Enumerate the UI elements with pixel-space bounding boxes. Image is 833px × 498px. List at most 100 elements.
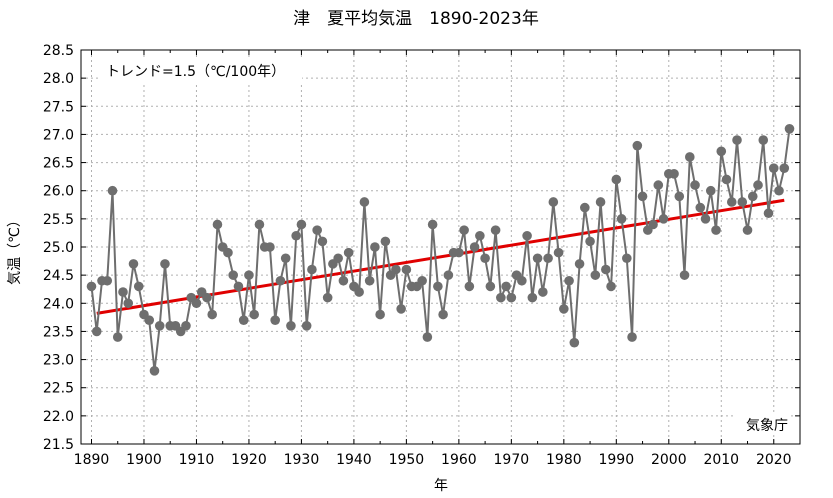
trend-annotation: トレンド=1.5（℃/100年） xyxy=(106,64,285,80)
x-tick-label: 1990 xyxy=(598,452,634,468)
data-point xyxy=(553,247,564,258)
y-tick-label: 22.0 xyxy=(43,409,74,425)
data-point xyxy=(726,197,737,207)
data-point xyxy=(343,247,354,258)
data-point xyxy=(543,253,553,264)
data-point xyxy=(249,309,259,320)
x-axis-label: 年 xyxy=(434,478,448,494)
y-tick-label: 28.5 xyxy=(43,43,74,59)
data-point xyxy=(742,225,753,235)
data-point xyxy=(559,304,569,314)
data-point xyxy=(454,247,464,258)
data-point xyxy=(296,219,307,230)
y-tick-label: 27.0 xyxy=(43,127,74,143)
data-point xyxy=(585,236,595,247)
data-point xyxy=(538,287,548,297)
data-point xyxy=(768,163,779,173)
data-point xyxy=(648,219,658,230)
data-point xyxy=(590,270,601,280)
x-tick-label: 1980 xyxy=(546,452,582,468)
data-point xyxy=(784,124,795,134)
data-point xyxy=(102,275,113,286)
data-point xyxy=(433,281,443,292)
data-point xyxy=(322,292,333,303)
y-tick-label: 22.5 xyxy=(43,381,74,397)
data-point xyxy=(611,174,622,185)
data-point xyxy=(270,315,280,325)
data-point xyxy=(244,270,254,280)
plot-frame xyxy=(80,49,801,445)
x-tick-label: 1930 xyxy=(284,452,320,468)
data-point xyxy=(732,135,742,145)
data-point xyxy=(160,259,170,269)
data-point xyxy=(779,163,790,173)
trend-layer xyxy=(96,198,785,315)
data-point xyxy=(364,275,375,286)
source-label: 気象庁 xyxy=(746,418,788,434)
data-point xyxy=(674,191,685,202)
data-point xyxy=(86,281,97,292)
data-point xyxy=(396,304,406,314)
data-point xyxy=(238,315,249,325)
x-tick-label: 1890 xyxy=(74,452,110,468)
data-point xyxy=(380,236,391,247)
source-label-background xyxy=(735,413,791,435)
data-point xyxy=(359,197,370,207)
x-tick-label: 1950 xyxy=(389,452,425,468)
x-tick-label: 1900 xyxy=(126,452,162,468)
y-tick-label: 23.5 xyxy=(43,324,74,340)
data-point xyxy=(627,332,637,342)
data-point xyxy=(228,270,238,280)
y-tick-label: 21.5 xyxy=(43,437,74,453)
data-point xyxy=(695,202,706,213)
x-tick-label: 1910 xyxy=(179,452,215,468)
data-point xyxy=(391,264,401,275)
data-point xyxy=(669,169,679,179)
data-point xyxy=(401,264,412,275)
data-point xyxy=(438,309,448,320)
data-point xyxy=(338,275,349,286)
data-point xyxy=(622,253,632,264)
data-point xyxy=(254,219,265,230)
data-point xyxy=(212,219,223,230)
data-point xyxy=(286,321,296,331)
x-tick-label: 2010 xyxy=(703,452,739,468)
data-point xyxy=(123,298,134,309)
data-point xyxy=(595,197,606,207)
data-point xyxy=(721,174,732,185)
data-point xyxy=(658,214,669,224)
data-point xyxy=(501,281,511,292)
data-point xyxy=(149,366,160,376)
data-point xyxy=(601,264,611,275)
data-point xyxy=(417,275,427,286)
data-point xyxy=(763,208,774,219)
data-point xyxy=(711,225,721,235)
y-tick-label: 25.0 xyxy=(43,240,74,256)
data-point xyxy=(705,185,716,196)
data-point xyxy=(375,309,385,320)
y-tick-label: 24.0 xyxy=(43,296,74,312)
data-point xyxy=(291,230,301,241)
data-point xyxy=(275,275,286,286)
data-point xyxy=(690,180,700,190)
data-point xyxy=(632,140,643,151)
y-tick-label: 23.0 xyxy=(43,353,74,369)
data-point xyxy=(700,214,711,224)
data-point xyxy=(422,332,433,342)
y-tick-label: 27.5 xyxy=(43,99,74,115)
data-point xyxy=(580,202,590,213)
y-tick-label: 26.5 xyxy=(43,156,74,172)
x-tick-label: 1970 xyxy=(494,452,530,468)
data-point xyxy=(574,259,585,269)
data-point xyxy=(716,146,727,157)
data-point xyxy=(485,281,496,292)
data-point xyxy=(475,230,485,241)
y-tick-label: 25.5 xyxy=(43,212,74,228)
data-point xyxy=(496,292,506,303)
data-point xyxy=(91,326,102,337)
data-point xyxy=(490,225,501,235)
y-tick-label: 26.0 xyxy=(43,184,74,200)
chart-title: 津 夏平均気温 1890-2023年 xyxy=(293,9,539,29)
data-point xyxy=(532,253,543,264)
